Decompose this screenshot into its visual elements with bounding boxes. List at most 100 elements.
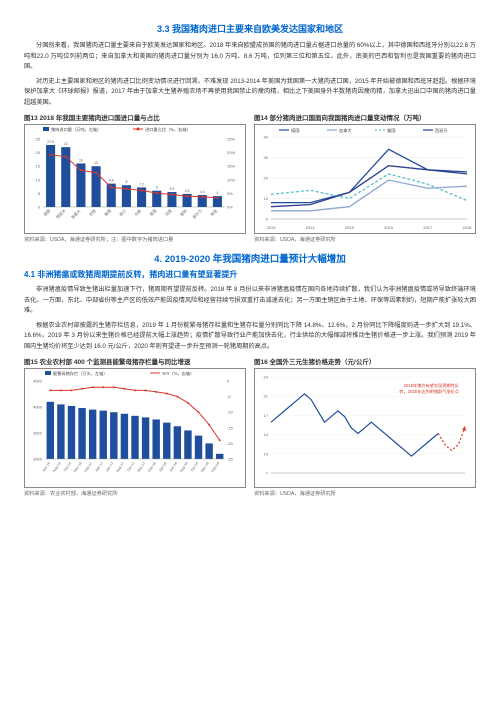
- svg-text:4: 4: [216, 191, 218, 195]
- svg-text:Dec-16: Dec-16: [73, 462, 83, 474]
- svg-text:丹麦: 丹麦: [133, 208, 142, 217]
- svg-text:法国: 法国: [164, 208, 173, 217]
- chart16-source: 资料来源：USDA，海通证券研究所: [254, 490, 476, 497]
- chart16-title: 图16 全国外三元生猪价格走势（元/公斤）: [254, 356, 476, 366]
- section-4-1-p1: 非洲猪瘟疫情导致生猪出栏量加速下行，猪周期有望提前反转。2018 年 8 月份以…: [24, 285, 476, 317]
- svg-text:20: 20: [264, 176, 269, 181]
- svg-text:0: 0: [266, 217, 269, 222]
- section-3-3-title: 3.3 我国猪肉进口主要来自欧美发达国家和地区: [24, 22, 476, 35]
- svg-text:15: 15: [94, 161, 98, 165]
- svg-text:-20: -20: [227, 441, 234, 446]
- svg-text:14: 14: [264, 432, 269, 437]
- svg-text:20%: 20%: [227, 150, 235, 155]
- charts-row-1: 图13 2018 年我国主要猪肉进口国进口量与占比 猪肉进口量（万吨，左轴）进口…: [24, 112, 476, 243]
- svg-text:进口量占比（%，右轴）: 进口量占比（%，右轴）: [145, 126, 191, 133]
- section-4-1-title: 4.1 非洲猪瘟或致猪周期提前反转，猪肉进口量有望显著提升: [24, 269, 476, 280]
- svg-text:17: 17: [264, 413, 269, 418]
- svg-text:荷兰: 荷兰: [118, 208, 127, 217]
- svg-text:7: 7: [266, 471, 269, 476]
- svg-text:Apr-18: Apr-18: [158, 462, 167, 473]
- chart16-box: 710141721242018年猪价有望实现周期性反转，2020年达到明猪群气涨…: [254, 368, 476, 488]
- svg-text:Oct-16: Oct-16: [63, 462, 72, 473]
- svg-text:Oct-17: Oct-17: [126, 462, 135, 473]
- chart14-source: 资料来源：USDA，海通证券研究所: [254, 236, 476, 243]
- svg-text:-15: -15: [227, 426, 234, 431]
- svg-text:15%: 15%: [227, 164, 235, 169]
- svg-text:-25: -25: [227, 457, 234, 462]
- svg-text:德国: 德国: [42, 208, 51, 217]
- svg-text:4.8: 4.8: [185, 189, 190, 193]
- svg-text:22.8: 22.8: [47, 140, 54, 144]
- svg-text:Jun-16: Jun-16: [42, 462, 52, 473]
- svg-text:8: 8: [125, 180, 127, 184]
- svg-text:加拿大: 加拿大: [339, 127, 352, 134]
- svg-text:5: 5: [38, 191, 41, 196]
- svg-text:美国: 美国: [387, 127, 395, 134]
- svg-text:16: 16: [79, 159, 83, 163]
- svg-text:25: 25: [36, 137, 41, 142]
- svg-text:转，2020年达到明猪群气涨价点: 转，2020年达到明猪群气涨价点: [399, 388, 459, 395]
- svg-text:5.5: 5.5: [169, 187, 174, 191]
- svg-text:8.6: 8.6: [109, 179, 114, 183]
- svg-text:西班牙: 西班牙: [55, 208, 67, 220]
- section-3-3-p2: 对历史上主要国家和地区的猪肉进口比例变动情况进行回溯，不难发现 2013-201…: [24, 77, 476, 109]
- svg-text:加拿大: 加拿大: [70, 208, 82, 220]
- svg-text:10: 10: [264, 196, 269, 201]
- svg-text:30: 30: [264, 155, 269, 160]
- svg-text:能繁母猪存栏（万头，左轴）: 能繁母猪存栏（万头，左轴）: [53, 370, 107, 377]
- svg-text:2013: 2013: [267, 225, 277, 230]
- svg-text:20: 20: [36, 150, 41, 155]
- svg-text:Jun-17: Jun-17: [105, 462, 115, 473]
- svg-text:5%: 5%: [227, 191, 233, 196]
- svg-text:英国: 英国: [149, 208, 158, 217]
- svg-text:智利: 智利: [179, 208, 188, 217]
- section-4-title: 4. 2019-2020 年我国猪肉进口量预计大幅增加: [24, 251, 476, 265]
- svg-text:西班牙: 西班牙: [435, 127, 448, 134]
- svg-text:Aug-18: Aug-18: [179, 462, 189, 474]
- svg-text:4000: 4000: [33, 405, 43, 410]
- section-3-3-p1: 分国别来看，我国猪肉进口量主要来自于欧美发达国家和地区。2018 年来自欧盟成员…: [24, 41, 476, 73]
- svg-text:YoY（%，右轴）: YoY（%，右轴）: [162, 370, 194, 377]
- svg-text:2014: 2014: [306, 225, 316, 230]
- svg-text:美国: 美国: [103, 208, 112, 217]
- svg-text:7.2: 7.2: [139, 183, 144, 187]
- svg-text:24: 24: [264, 375, 269, 380]
- chart15-source: 资料来源：农业农村部，海通证券研究所: [24, 490, 246, 497]
- svg-text:Aug-16: Aug-16: [52, 462, 62, 474]
- svg-text:2018年猪价有望实现周期性反: 2018年猪价有望实现周期性反: [404, 382, 459, 389]
- svg-text:2018: 2018: [463, 225, 473, 230]
- chart15-box: 能繁母猪存栏（万头，左轴）YoY（%，右轴）3000350040004500-2…: [24, 368, 246, 488]
- svg-text:Feb-17: Feb-17: [84, 462, 94, 474]
- svg-text:4.4: 4.4: [200, 190, 205, 194]
- svg-text:Jun-18: Jun-18: [169, 462, 179, 473]
- svg-text:其他: 其他: [209, 208, 218, 217]
- svg-text:Aug-17: Aug-17: [115, 462, 125, 474]
- svg-text:10%: 10%: [227, 177, 235, 182]
- svg-text:Feb-18: Feb-18: [147, 462, 157, 474]
- chart14-box: 德国加拿大美国西班牙010203040201320142015201620172…: [254, 124, 476, 234]
- svg-text:10: 10: [264, 452, 269, 457]
- chart15-title: 图15 农业农村部 400 个监测县能繁母猪存栏量与同比增速: [24, 356, 246, 366]
- svg-text:6: 6: [156, 186, 158, 190]
- svg-text:2016: 2016: [384, 225, 394, 230]
- section-4-1-p2: 根据农业农村部披露的生猪存栏信息，2019 年 1 月份能繁母猪存栏量和生猪存栏…: [24, 321, 476, 353]
- svg-text:Oct-18: Oct-18: [190, 462, 199, 473]
- svg-text:Feb-19: Feb-19: [211, 462, 221, 474]
- svg-text:-5: -5: [227, 394, 231, 399]
- chart13-source: 资料来源：USDA，海通证券研究所；注：图中数字为猪肉进口量: [24, 236, 246, 243]
- svg-text:22: 22: [64, 142, 68, 146]
- svg-text:爱尔兰: 爱尔兰: [191, 208, 203, 220]
- svg-text:10: 10: [36, 177, 41, 182]
- svg-text:0%: 0%: [227, 205, 233, 210]
- charts-row-2: 图15 农业农村部 400 个监测县能繁母猪存栏量与同比增速 能繁母猪存栏（万头…: [24, 356, 476, 497]
- svg-text:0: 0: [38, 205, 41, 210]
- svg-text:德国: 德国: [291, 127, 299, 134]
- svg-text:Dec-17: Dec-17: [136, 462, 146, 474]
- svg-text:Apr-17: Apr-17: [95, 462, 104, 473]
- svg-text:0: 0: [227, 379, 230, 384]
- chart13-box: 猪肉进口量（万吨，左轴）进口量占比（%，右轴）05101520250%5%10%…: [24, 124, 246, 234]
- svg-text:4500: 4500: [33, 379, 43, 384]
- svg-text:3000: 3000: [33, 457, 43, 462]
- svg-text:15: 15: [36, 164, 41, 169]
- chart13-title: 图13 2018 年我国主要猪肉进口国进口量与占比: [24, 112, 246, 122]
